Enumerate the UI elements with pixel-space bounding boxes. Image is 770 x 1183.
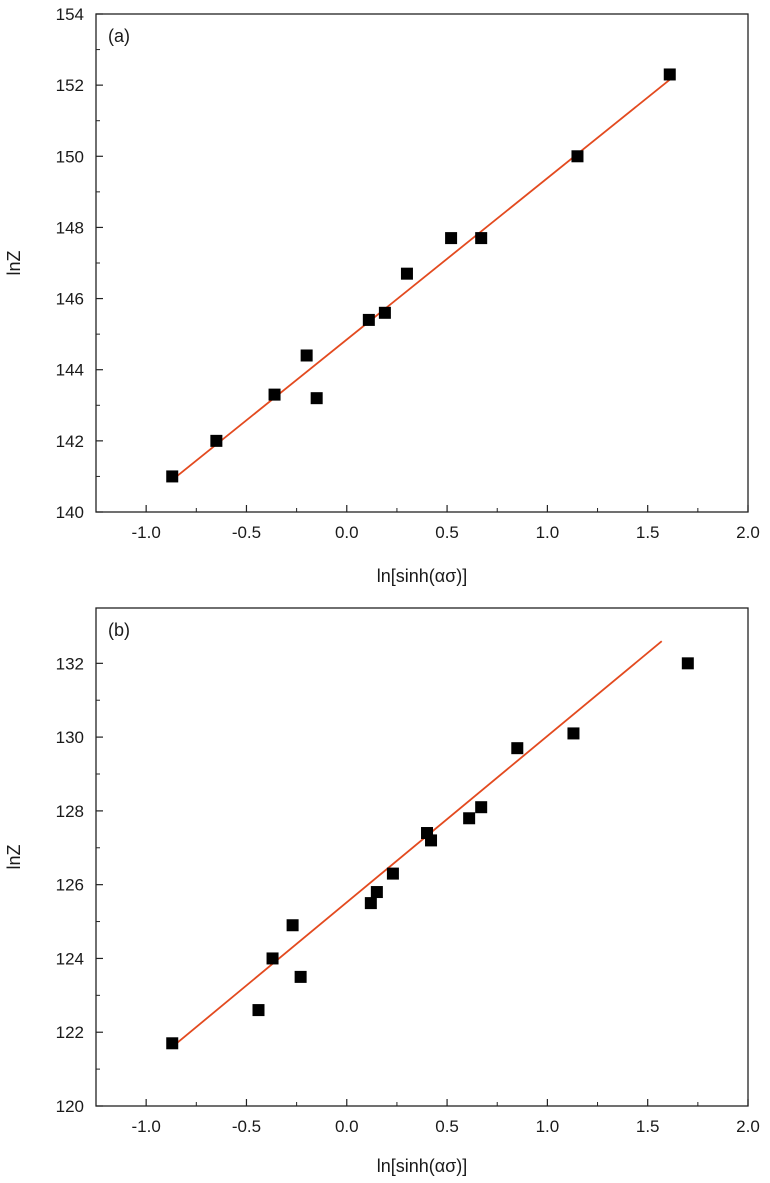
y-axis-title: lnZ	[4, 250, 24, 275]
x-tick-label: 1.0	[536, 1117, 560, 1136]
x-tick-label: 0.5	[435, 1117, 459, 1136]
x-tick-label: 1.5	[636, 523, 660, 542]
chart-panel-b: -1.0 -0.5 0.0 0.5 1.0 1.5 2.0 120 122 124 126 128 13…	[4, 607, 760, 1176]
y-tick-label: 152	[56, 76, 84, 95]
x-tick-label: 0.0	[335, 1117, 359, 1136]
data-point	[166, 1037, 179, 1050]
data-point	[463, 812, 476, 825]
data-point	[567, 727, 580, 740]
data-point	[663, 68, 676, 81]
data-point	[386, 867, 399, 880]
data-point	[294, 970, 307, 983]
data-point	[370, 886, 383, 899]
y-tick-label: 130	[56, 728, 84, 747]
x-tick-label: 1.0	[536, 523, 560, 542]
y-tick-label: 150	[56, 147, 84, 166]
x-tick-label: 0.5	[435, 523, 459, 542]
y-tick-label: 120	[56, 1097, 84, 1116]
x-tick-label: 2.0	[736, 1117, 760, 1136]
y-tick-label: 124	[56, 949, 84, 968]
y-tick-label: 142	[56, 432, 84, 451]
y-tick-label: 146	[56, 290, 84, 309]
data-point	[364, 897, 377, 910]
data-point	[475, 801, 488, 814]
data-point	[378, 306, 391, 319]
x-tick-label: 2.0	[736, 523, 760, 542]
plot-frame	[95, 607, 749, 1107]
y-tick-label: 148	[56, 218, 84, 237]
y-tick-label: 128	[56, 802, 84, 821]
data-point	[286, 919, 299, 932]
y-tick-label: 154	[56, 5, 84, 24]
data-point	[425, 834, 438, 847]
x-tick-label: 0.0	[335, 523, 359, 542]
y-tick-label: 132	[56, 654, 84, 673]
data-point	[511, 742, 524, 755]
x-tick-label: 1.5	[636, 1117, 660, 1136]
data-point	[268, 388, 281, 401]
y-tick-label: 140	[56, 503, 84, 522]
x-axis-title: ln[sinh(ασ)]	[377, 1156, 468, 1176]
y-axis-title: lnZ	[4, 844, 24, 869]
plot-frame	[95, 13, 749, 513]
data-point	[571, 150, 584, 163]
x-axis-title: ln[sinh(ασ)]	[377, 566, 468, 586]
data-point	[445, 232, 458, 245]
y-tick-label: 126	[56, 876, 84, 895]
data-point	[310, 392, 323, 405]
data-point	[475, 232, 488, 245]
data-point	[300, 349, 313, 362]
data-point	[210, 434, 223, 447]
y-tick-label: 144	[56, 361, 84, 380]
data-point	[252, 1004, 265, 1017]
chart-panel-a: -1.0 -0.5 0.0 0.5 1.0 1.5 2.0 140 142 144 146 148 15…	[4, 5, 760, 586]
data-point	[166, 470, 179, 483]
data-point	[681, 657, 694, 670]
fit-line	[171, 77, 673, 481]
x-tick-label: -1.0	[132, 523, 161, 542]
x-tick-label: -0.5	[232, 1117, 261, 1136]
panel-label: (b)	[108, 620, 130, 640]
y-tick-label: 122	[56, 1023, 84, 1042]
x-tick-label: -1.0	[132, 1117, 161, 1136]
data-point	[400, 267, 413, 280]
panel-label: (a)	[108, 26, 130, 46]
x-tick-label: -0.5	[232, 523, 261, 542]
data-point	[266, 952, 279, 965]
data-point	[362, 313, 375, 326]
fit-line	[171, 640, 663, 1048]
